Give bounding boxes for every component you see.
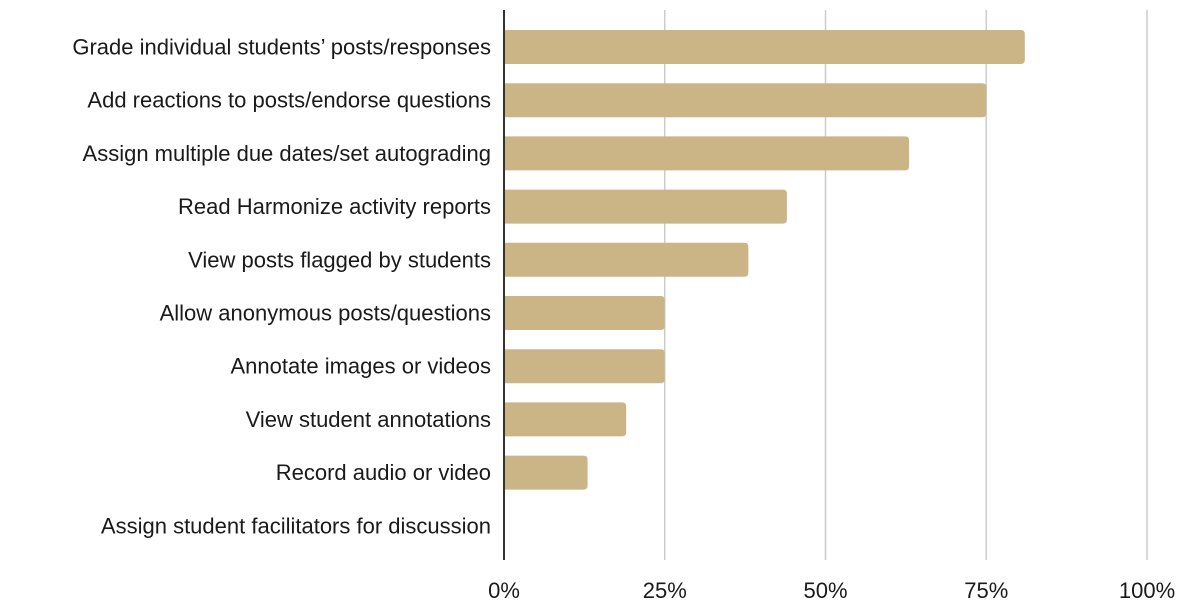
x-tick-label-0: 0% (488, 578, 520, 603)
bars (504, 30, 1025, 490)
bar-1 (504, 83, 987, 118)
category-labels: Grade individual students’ posts/respons… (72, 35, 491, 539)
bar-7 (504, 402, 627, 437)
x-tick-label-4: 100% (1119, 578, 1175, 603)
bar-5 (504, 296, 665, 330)
x-tick-label-2: 50% (803, 578, 847, 603)
x-tick-labels: 0% 25% 50% 75% 100% (488, 578, 1175, 603)
category-label-7: View student annotations (246, 407, 491, 432)
category-label-1: Add reactions to posts/endorse questions (87, 88, 491, 113)
category-label-6: Annotate images or videos (231, 354, 492, 379)
bar-0 (504, 30, 1025, 64)
category-label-8: Record audio or video (276, 460, 491, 485)
category-label-4: View posts flagged by students (188, 247, 491, 272)
bar-6 (504, 349, 665, 384)
category-label-0: Grade individual students’ posts/respons… (72, 35, 491, 60)
category-label-5: Allow anonymous posts/questions (160, 301, 491, 326)
bar-8 (504, 455, 588, 490)
x-tick-label-1: 25% (643, 578, 687, 603)
bar-4 (504, 242, 749, 277)
bar-2 (504, 136, 910, 171)
bar-3 (504, 189, 787, 224)
category-label-9: Assign student facilitators for discussi… (101, 513, 491, 538)
category-label-3: Read Harmonize activity reports (178, 194, 491, 219)
category-label-2: Assign multiple due dates/set autogradin… (83, 141, 491, 166)
x-tick-label-3: 75% (964, 578, 1008, 603)
